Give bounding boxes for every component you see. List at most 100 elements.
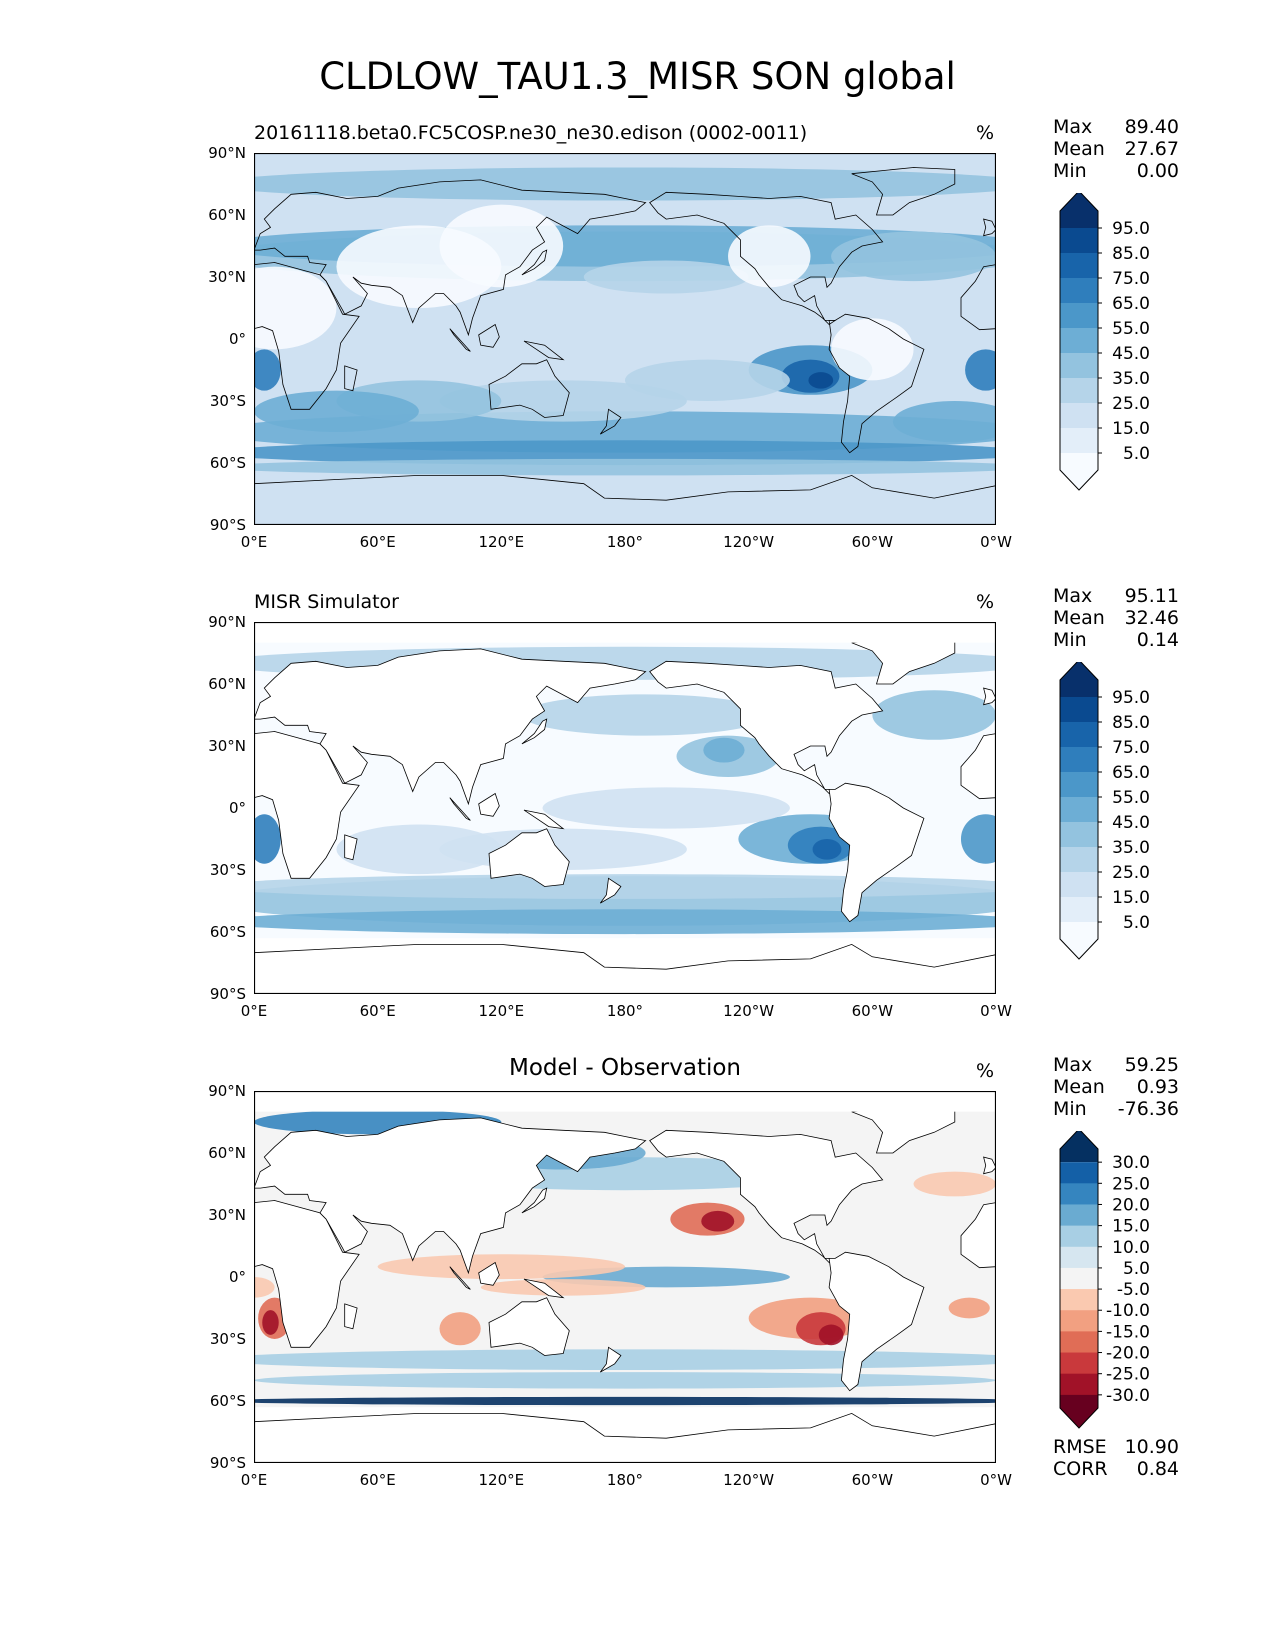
coastline-0 [254, 262, 360, 410]
field-contour-19 [254, 1277, 275, 1298]
lon-tick-label: 0°E [240, 1002, 268, 1020]
lat-tick-label: 60°S [209, 454, 246, 472]
lat-tick-label: 90°N [208, 144, 246, 162]
colorbar-label-0: 95.0 [1112, 219, 1150, 239]
coastline-10 [521, 249, 548, 276]
lat-tick-label: 30°S [209, 1330, 246, 1348]
colorbar-band-0 [1060, 1131, 1098, 1163]
field-contour-11 [872, 690, 996, 740]
colorbar-label-9: -20.0 [1106, 1344, 1150, 1364]
lat-tick-label: 90°S [209, 985, 246, 1003]
field-contour-16 [254, 167, 996, 201]
coastline-4 [599, 877, 622, 904]
model-colorbar: 95.0 85.0 75.0 65.0 55.0 45.0 35.0 25.0 15.0 5.0 [1059, 193, 1150, 491]
coastline-11 [983, 1156, 996, 1175]
figure-title: CLDLOW_TAU1.3_MISR SON global [319, 55, 956, 98]
field-contour-3 [254, 458, 996, 476]
lat-tick-label: 60°N [208, 675, 246, 693]
antarctica-coastline [254, 943, 996, 994]
colorbar-label-5: 5.0 [1123, 1259, 1150, 1279]
lat-tick-label: 60°N [208, 206, 246, 224]
colorbar-label-3: 15.0 [1112, 1217, 1150, 1237]
colorbar-label-8: -15.0 [1106, 1322, 1150, 1342]
colorbar-band-10 [1060, 922, 1098, 959]
panel-model-stats: Max 89.40 Mean 27.67 Min 0.00 [1053, 116, 1179, 182]
antarctica-coastline [254, 1412, 996, 1463]
coastline-2 [254, 1117, 647, 1275]
colorbar-label-1: 85.0 [1112, 244, 1150, 264]
colorbar-label-4: 10.0 [1112, 1238, 1150, 1258]
diff-metrics: RMSE 10.90 CORR 0.84 [1053, 1436, 1179, 1480]
colorbar-band-2 [1060, 253, 1098, 279]
panel-obs-stats: Max 95.11 Mean 32.46 Min 0.14 [1053, 585, 1179, 651]
no-data-north [254, 1091, 996, 1112]
field-contour-10 [480, 1279, 646, 1296]
colorbar-band-3 [1060, 747, 1098, 773]
obs-cloud-map [254, 622, 996, 994]
colorbar-band-9 [1060, 897, 1098, 923]
colorbar-label-3: 65.0 [1112, 294, 1150, 314]
colorbar-label-2: 75.0 [1112, 269, 1150, 289]
colorbar-label-10: -25.0 [1106, 1365, 1150, 1385]
field-contour-13 [625, 359, 790, 401]
field-contour-12 [254, 1372, 996, 1389]
lat-tick-label: 90°S [209, 516, 246, 534]
colorbar-label-2: 75.0 [1112, 738, 1150, 758]
colorbar-band-7 [1060, 847, 1098, 873]
colorbar-band-6 [1060, 1267, 1098, 1290]
colorbar-label-0: 30.0 [1112, 1153, 1150, 1173]
coastline-14 [523, 340, 565, 361]
diff-colorbar: 30.025.020.015.010.05.0-5.0-10.0-15.0-20… [1059, 1131, 1150, 1429]
obs-colorbar: 95.0 85.0 75.0 65.0 55.0 45.0 35.0 25.0 15.0 5.0 [1059, 662, 1150, 960]
map-frame [254, 622, 996, 994]
coastline-9 [344, 365, 358, 392]
field-contour-22 [831, 318, 914, 381]
field-contour-9 [254, 814, 281, 864]
lat-tick-label: 0° [228, 330, 246, 348]
lon-tick-label: 180° [606, 1471, 644, 1489]
field-contour-8 [254, 349, 281, 391]
lon-tick-label: 60°W [851, 1471, 894, 1489]
field-contour-1 [701, 1210, 735, 1232]
coastline-12 [478, 1261, 500, 1286]
colorbar-band-3 [1060, 1204, 1098, 1227]
colorbar-band-0 [1060, 662, 1098, 697]
coastline-12 [478, 792, 500, 817]
lon-tick-label: 0°W [980, 533, 1012, 551]
coastline-0 [254, 1200, 360, 1348]
colorbar-band-3 [1060, 278, 1098, 304]
colorbar-label-7: 25.0 [1112, 863, 1150, 883]
colorbar-band-12 [1060, 1394, 1098, 1428]
lon-tick-label: 120°E [478, 1002, 525, 1020]
coastline-10 [521, 1187, 548, 1214]
lon-tick-label: 180° [606, 533, 644, 551]
colorbar-band-10 [1060, 1352, 1098, 1375]
colorbar-band-1 [1060, 1162, 1098, 1184]
lon-tick-label: 120°W [723, 1002, 775, 1020]
field-contour-15 [254, 1396, 996, 1406]
coastline-1 [960, 1202, 996, 1269]
colorbar-outline [1059, 1131, 1099, 1429]
lon-tick-label: 180° [606, 1002, 644, 1020]
colorbar-outline [1059, 193, 1099, 491]
field-contour-7 [948, 1297, 990, 1319]
lat-tick-label: 60°S [209, 1392, 246, 1410]
field-contour-4 [703, 737, 745, 763]
colorbar-band-11 [1060, 1373, 1098, 1396]
coastline-13 [449, 797, 471, 821]
colorbar-label-7: -10.0 [1106, 1301, 1150, 1321]
lon-tick-label: 120°E [478, 533, 525, 551]
panel-diff-title: Model - Observation [508, 1055, 742, 1081]
field-contour-2 [521, 694, 770, 736]
lat-tick-label: 90°N [208, 613, 246, 631]
field-contour-18 [254, 266, 337, 350]
field-contour-20 [439, 204, 564, 288]
coastline-11 [983, 687, 996, 706]
lon-tick-label: 60°E [359, 1471, 396, 1489]
coastline-8 [254, 474, 996, 525]
lon-tick-label: 60°E [359, 533, 396, 551]
field-contour-21 [728, 225, 811, 288]
lon-tick-label: 120°W [723, 533, 775, 551]
field-contour-7 [812, 839, 842, 860]
colorbar-label-4: 55.0 [1112, 788, 1150, 808]
